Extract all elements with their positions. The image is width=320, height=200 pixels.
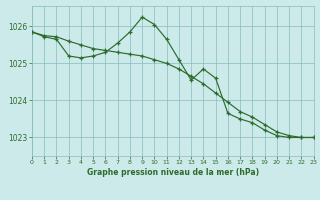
X-axis label: Graphe pression niveau de la mer (hPa): Graphe pression niveau de la mer (hPa)	[87, 168, 259, 177]
